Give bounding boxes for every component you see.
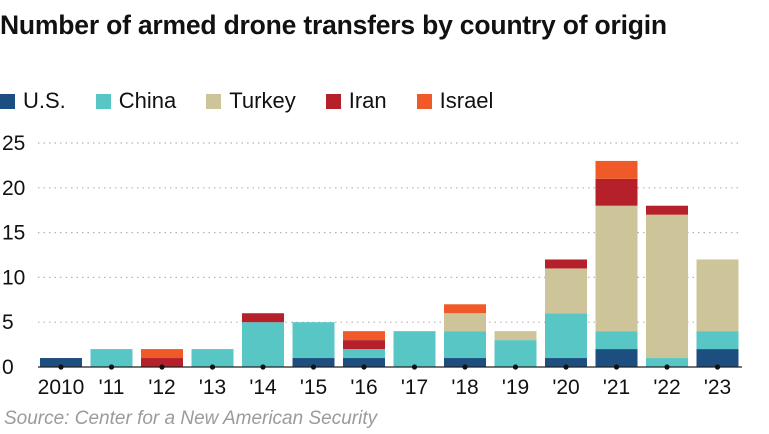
legend-swatch-iran xyxy=(325,93,341,109)
legend-label-iran: Iran xyxy=(348,88,387,113)
x-tick-dot xyxy=(310,364,317,370)
x-tick-label: '22 xyxy=(653,376,680,399)
legend-label-turkey: Turkey xyxy=(229,88,296,113)
bar-segment xyxy=(595,205,638,332)
bar-segment xyxy=(444,313,486,332)
x-tick-dot xyxy=(664,364,670,370)
legend-item-turkey: Turkey xyxy=(206,88,296,114)
bar-segment xyxy=(696,259,739,332)
legend-item-iran: Iran xyxy=(325,88,387,114)
bar-segment xyxy=(595,349,638,367)
bar-segment xyxy=(494,340,537,367)
x-tick-dot xyxy=(613,364,620,370)
bar-segment xyxy=(545,358,587,367)
y-tick-label: 10 xyxy=(2,266,25,289)
legend-swatch-us xyxy=(0,93,15,109)
bar-segment xyxy=(444,304,486,314)
y-tick-label: 25 xyxy=(2,132,25,155)
x-tick-dot xyxy=(714,364,721,370)
bar-segment xyxy=(646,205,688,215)
bar-segment xyxy=(343,349,385,359)
x-tick-dot xyxy=(260,364,266,370)
bar-segment xyxy=(40,358,82,367)
gridlines xyxy=(38,142,742,323)
bar-segment xyxy=(292,358,335,367)
x-tick-label: '14 xyxy=(249,376,277,399)
x-tick-label: '16 xyxy=(350,376,377,399)
source-note: Source: Center for a New American Securi… xyxy=(4,408,378,429)
y-tick-label: 20 xyxy=(2,177,25,200)
bar-segment xyxy=(545,313,587,359)
x-tick-label: '12 xyxy=(148,376,175,399)
x-tick-label: '11 xyxy=(99,376,125,399)
y-tick-label: 0 xyxy=(2,356,14,379)
bar-segment xyxy=(141,349,183,359)
x-tick-dot xyxy=(462,364,468,370)
legend-label-us: U.S. xyxy=(23,88,66,113)
bar-segment xyxy=(595,160,638,179)
x-tick-label: '15 xyxy=(300,376,327,399)
x-tick-dot xyxy=(512,364,519,370)
bar-segment xyxy=(141,358,183,367)
legend-swatch-israel xyxy=(416,93,432,109)
bar-segment xyxy=(545,268,587,314)
bar-segment xyxy=(696,331,739,350)
chart-title: Number of armed drone transfers by count… xyxy=(0,10,667,40)
x-tick-dot xyxy=(361,364,367,370)
x-axis: 2010 '11 '12 '13 '14 '15 '16 '17 '18 '19 '20 '21 '22… xyxy=(38,364,742,399)
bar-segment xyxy=(242,322,284,367)
x-tick-label: '23 xyxy=(704,376,731,399)
x-tick-dot xyxy=(563,364,569,370)
x-tick-dot xyxy=(58,364,64,370)
legend-swatch-china xyxy=(95,93,111,109)
legend-item-china: China xyxy=(95,88,177,114)
x-tick-label: 2010 xyxy=(38,376,85,399)
bars xyxy=(40,160,739,367)
y-axis: 0 5 10 15 20 25 xyxy=(2,132,25,379)
bar-segment xyxy=(595,178,638,206)
bar-segment xyxy=(646,214,688,359)
bar-segment xyxy=(191,349,234,367)
bar-segment xyxy=(343,340,385,350)
x-tick-label: '17 xyxy=(401,376,428,399)
bar-segment xyxy=(343,358,385,367)
legend-swatch-turkey xyxy=(206,93,222,109)
bar-segment xyxy=(393,331,436,367)
x-tick-label: '13 xyxy=(199,376,226,399)
x-tick-dot xyxy=(108,364,115,370)
x-tick-label: '19 xyxy=(502,376,529,399)
y-tick-label: 5 xyxy=(2,311,14,334)
bar-segment xyxy=(292,322,335,359)
bar-segment xyxy=(242,313,284,323)
x-tick-dot xyxy=(159,364,165,370)
legend-label-israel: Israel xyxy=(439,88,494,113)
bar-segment xyxy=(696,349,739,367)
bar-segment xyxy=(494,331,537,341)
legend-label-china: China xyxy=(118,88,177,113)
bar-segment xyxy=(90,349,133,367)
legend-item-israel: Israel xyxy=(416,88,494,114)
bar-segment xyxy=(444,358,486,367)
legend: U.S. China Turkey Iran Israel xyxy=(0,88,523,114)
bar-segment xyxy=(343,331,385,341)
bar-segment xyxy=(646,358,688,367)
y-tick-label: 15 xyxy=(2,222,25,245)
x-tick-label: '20 xyxy=(552,376,579,399)
bar-segment xyxy=(444,331,486,359)
x-tick-label: '21 xyxy=(603,376,630,399)
legend-item-us: U.S. xyxy=(0,88,66,114)
x-tick-label: '18 xyxy=(451,376,478,399)
bar-segment xyxy=(545,259,587,269)
bar-segment xyxy=(595,331,638,350)
x-tick-dot xyxy=(411,364,418,370)
x-tick-dot xyxy=(209,364,216,370)
